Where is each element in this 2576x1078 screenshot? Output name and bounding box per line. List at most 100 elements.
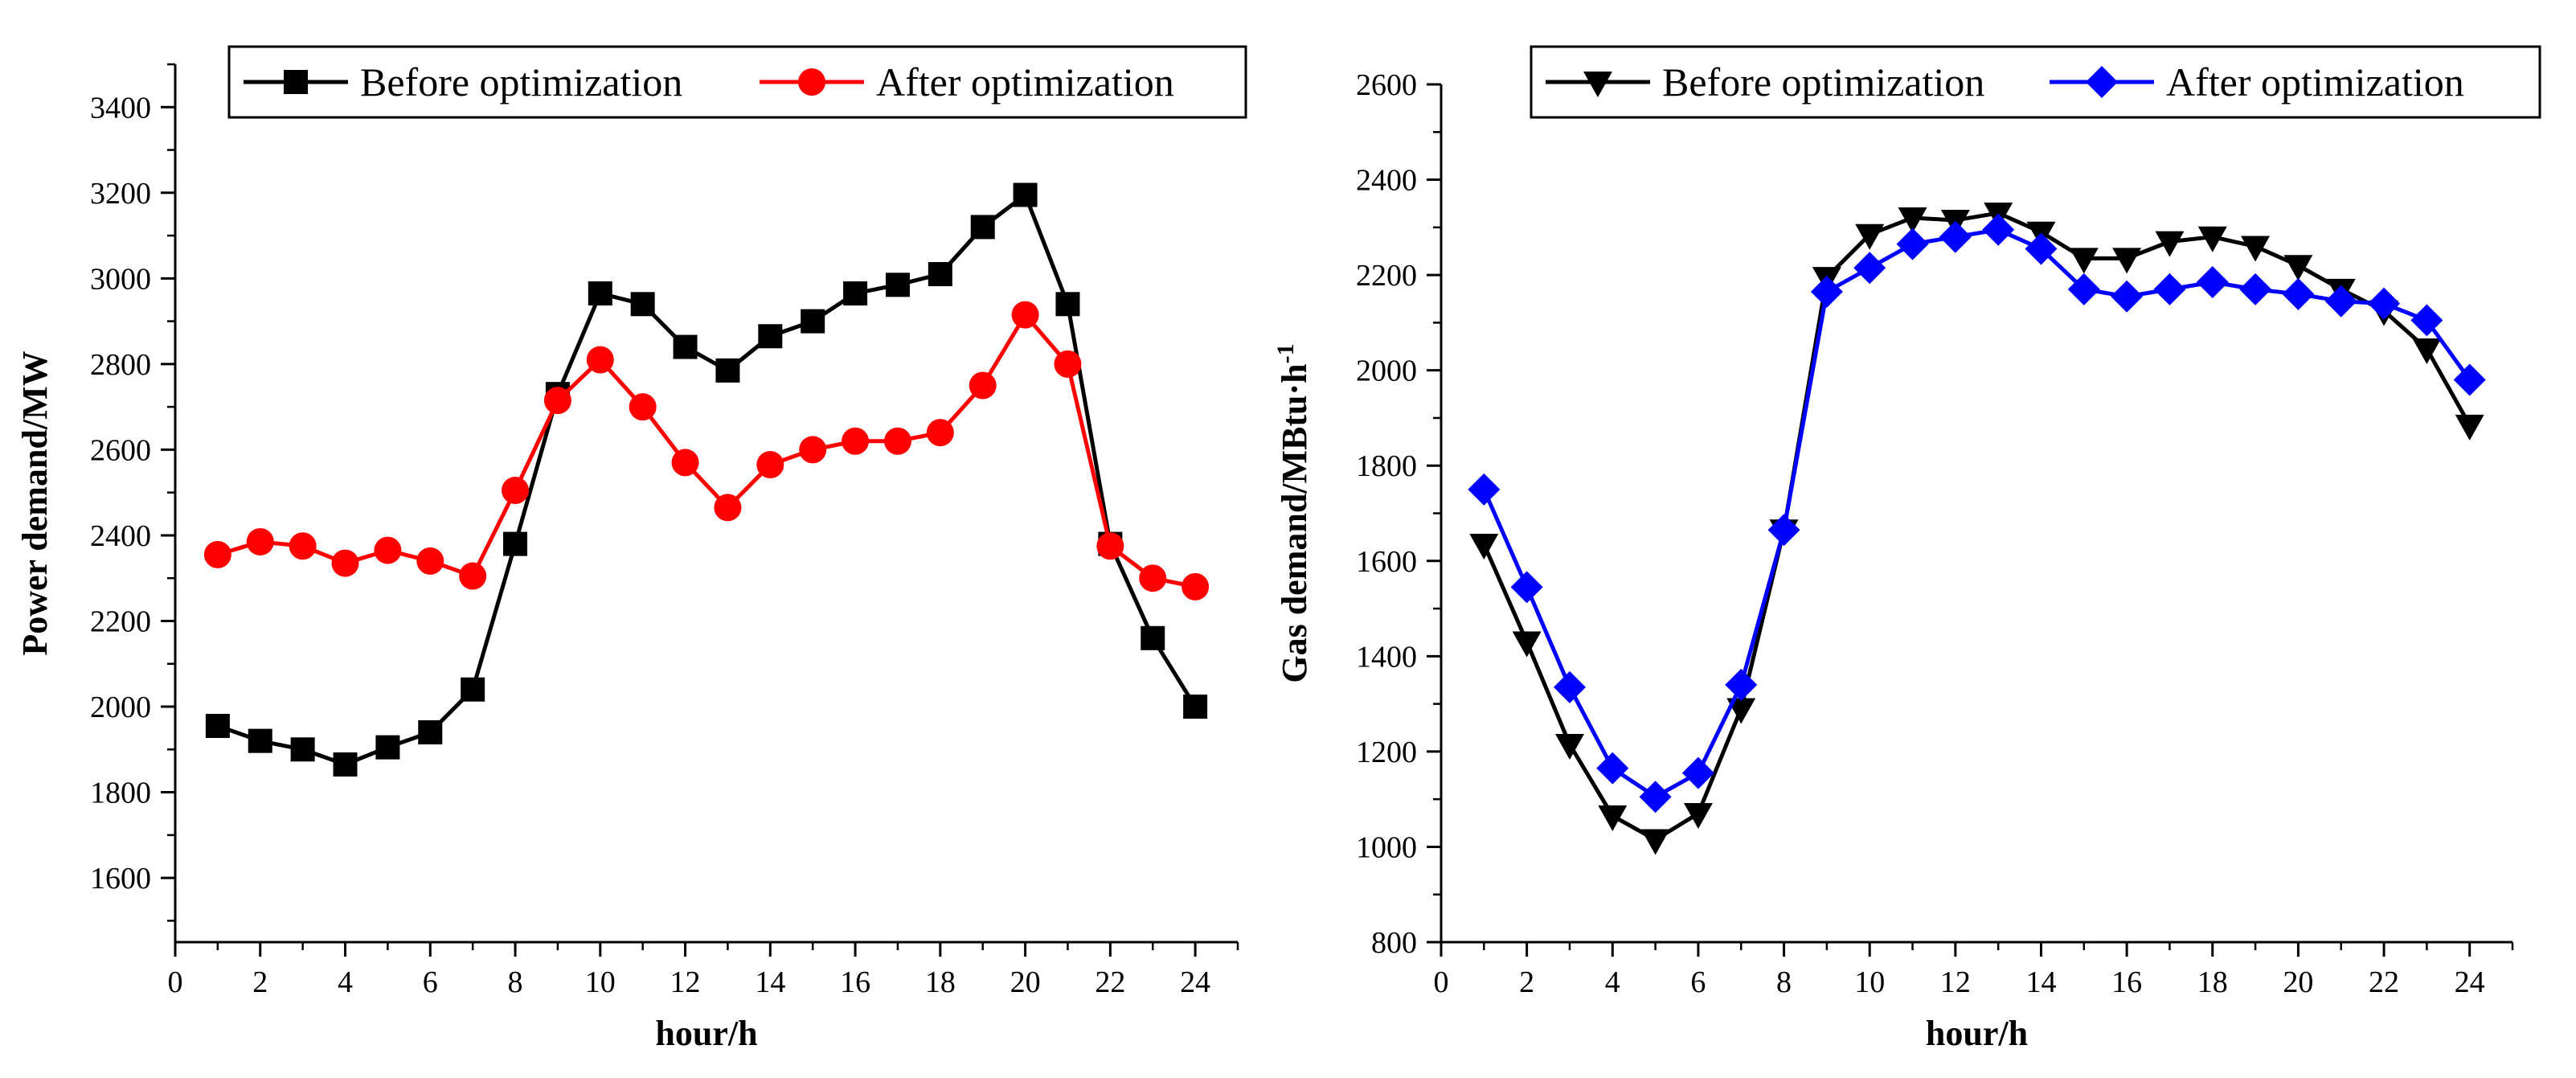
legend: Before optimization After optimization bbox=[227, 45, 1247, 119]
data-point bbox=[1013, 182, 1038, 207]
data-point bbox=[928, 262, 952, 287]
series-before bbox=[1469, 203, 2484, 855]
data-point bbox=[1810, 275, 1843, 308]
data-point bbox=[2153, 273, 2186, 305]
data-point bbox=[1683, 802, 1713, 829]
data-point bbox=[503, 531, 528, 556]
y-tick-label: 1600 bbox=[1356, 545, 1417, 579]
y-tick-label: 2200 bbox=[90, 605, 151, 638]
data-point bbox=[843, 281, 868, 305]
y-tick-label: 800 bbox=[1371, 926, 1417, 960]
data-point bbox=[883, 427, 911, 455]
data-point bbox=[543, 387, 571, 415]
x-tick-label: 0 bbox=[1434, 965, 1449, 999]
data-point bbox=[1054, 350, 1082, 378]
data-point bbox=[588, 281, 612, 305]
y-tick-label: 2200 bbox=[1356, 259, 1417, 293]
legend: Before optimization After optimization bbox=[1530, 45, 2541, 119]
data-point bbox=[885, 273, 910, 297]
x-tick-label: 18 bbox=[925, 965, 956, 999]
x-tick-label: 10 bbox=[585, 965, 616, 999]
data-point bbox=[799, 436, 827, 464]
legend-box bbox=[1530, 45, 2541, 119]
x-tick-label: 14 bbox=[2025, 965, 2056, 999]
data-point bbox=[1681, 756, 1714, 789]
series-after bbox=[1468, 213, 2486, 814]
x-tick-label: 12 bbox=[1940, 965, 1971, 999]
x-axis-title: hour/h bbox=[1926, 1014, 2028, 1053]
data-point bbox=[715, 358, 740, 383]
y-tick-label: 2800 bbox=[90, 348, 151, 382]
data-point bbox=[2324, 285, 2357, 318]
data-point bbox=[1767, 514, 1800, 547]
data-point bbox=[2196, 266, 2229, 299]
data-point bbox=[1982, 213, 2015, 246]
data-point bbox=[461, 677, 485, 702]
data-point bbox=[2239, 273, 2272, 305]
data-point bbox=[1855, 223, 1885, 250]
legend-marker bbox=[798, 68, 825, 96]
data-point bbox=[418, 719, 443, 744]
data-point bbox=[2453, 363, 2486, 396]
data-point bbox=[2412, 338, 2442, 364]
data-point bbox=[1510, 571, 1543, 604]
data-point bbox=[842, 427, 870, 455]
data-point bbox=[205, 713, 230, 738]
x-tick-label: 2 bbox=[1519, 965, 1534, 999]
y-tick-label: 1400 bbox=[1356, 640, 1417, 674]
y-tick-label: 2000 bbox=[90, 691, 151, 724]
data-point bbox=[1725, 668, 1758, 701]
y-axis-title: Power demand/MW bbox=[15, 350, 55, 655]
y-tick-label: 2600 bbox=[1356, 68, 1417, 102]
data-point bbox=[2282, 277, 2315, 310]
data-point bbox=[2368, 287, 2401, 320]
data-point bbox=[714, 494, 742, 522]
x-tick-label: 4 bbox=[1605, 965, 1620, 999]
data-point bbox=[1141, 625, 1165, 650]
y-tick-label: 1800 bbox=[90, 777, 151, 810]
x-tick-label: 18 bbox=[2197, 965, 2228, 999]
data-point bbox=[1598, 805, 1628, 831]
legend-marker bbox=[284, 70, 308, 94]
data-point bbox=[2410, 304, 2443, 337]
data-point bbox=[374, 536, 402, 564]
y-axis-title: Gas demand/MBtu·h-1 bbox=[1272, 343, 1314, 682]
y-tick-label: 3000 bbox=[90, 262, 151, 296]
legend-marker bbox=[1583, 72, 1612, 97]
y-axis-title-superscript: -1 bbox=[1272, 343, 1299, 363]
x-tick-label: 20 bbox=[1010, 965, 1041, 999]
x-tick-label: 4 bbox=[338, 965, 353, 999]
data-point bbox=[203, 540, 231, 568]
data-point bbox=[246, 527, 274, 555]
data-point bbox=[2069, 248, 2099, 274]
data-point bbox=[671, 449, 699, 477]
data-point bbox=[1639, 781, 1672, 814]
y-tick-label: 1600 bbox=[90, 862, 151, 896]
data-point bbox=[289, 532, 317, 560]
y-tick-label: 2000 bbox=[1356, 355, 1417, 388]
data-point bbox=[2111, 280, 2144, 313]
data-point bbox=[333, 752, 358, 777]
x-tick-label: 8 bbox=[1776, 965, 1792, 999]
x-tick-label: 16 bbox=[2111, 965, 2142, 999]
data-point bbox=[1183, 695, 1208, 719]
data-point bbox=[756, 451, 784, 479]
data-point bbox=[1512, 631, 1542, 658]
data-point bbox=[1554, 733, 1584, 760]
data-point bbox=[2197, 226, 2227, 252]
y-tick-label: 3400 bbox=[90, 91, 151, 125]
data-point bbox=[375, 735, 400, 760]
x-axis-title: hour/h bbox=[655, 1014, 757, 1053]
legend-label: After optimization bbox=[876, 59, 1174, 105]
x-tick-label: 24 bbox=[2455, 965, 2485, 999]
data-point bbox=[1939, 220, 1972, 253]
data-point bbox=[1182, 572, 1210, 600]
data-point bbox=[1898, 207, 1927, 233]
data-point bbox=[801, 309, 825, 334]
data-point bbox=[629, 393, 657, 421]
data-point bbox=[331, 549, 359, 577]
x-tick-label: 2 bbox=[252, 965, 268, 999]
data-point bbox=[1853, 252, 1886, 285]
legend-label: After optimization bbox=[2166, 59, 2464, 105]
data-point bbox=[1011, 301, 1039, 329]
